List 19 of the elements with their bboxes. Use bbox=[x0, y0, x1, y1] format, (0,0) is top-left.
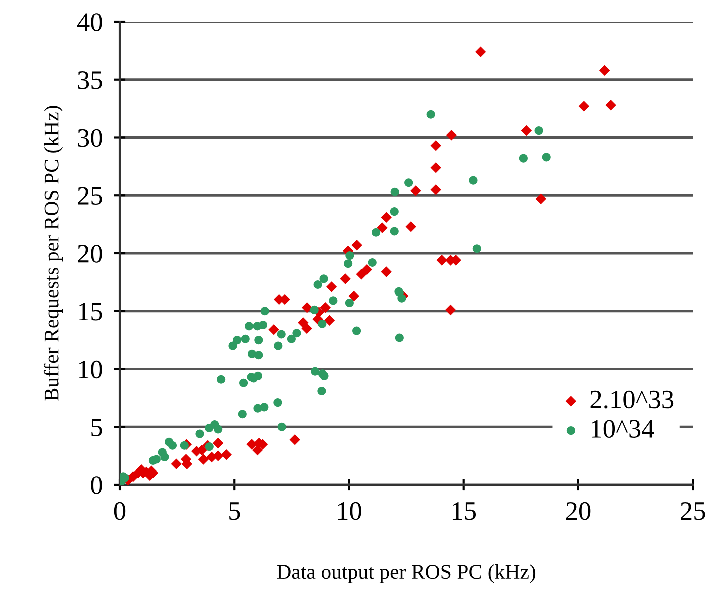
y-tick-label: 20 bbox=[78, 245, 102, 263]
y-tick-label: 25 bbox=[78, 187, 102, 206]
x-axis-title: Data output per ROS PC (kHz) bbox=[277, 564, 536, 584]
legend-label: 10^34 bbox=[592, 420, 654, 438]
y-tick-label: 35 bbox=[78, 72, 102, 90]
y-tick-label: 0 bbox=[91, 476, 102, 494]
x-tick-label: 15 bbox=[452, 502, 476, 520]
y-tick-label: 15 bbox=[79, 303, 102, 321]
x-tick-label: 25 bbox=[681, 502, 706, 520]
y-tick-label: 30 bbox=[78, 129, 102, 148]
y-axis-title: Buffer Requests per ROS PC (kHz) bbox=[44, 106, 64, 402]
y-tick-label: 40 bbox=[77, 14, 102, 32]
legend-label: 2.10^33 bbox=[590, 390, 674, 409]
x-tick-label: 10 bbox=[338, 502, 362, 520]
y-tick-label: 5 bbox=[92, 418, 102, 437]
x-tick-label: 20 bbox=[566, 502, 591, 520]
x-tick-label: 5 bbox=[230, 502, 240, 520]
x-tick-label: 0 bbox=[114, 502, 126, 520]
y-tick-label: 10 bbox=[79, 360, 102, 379]
